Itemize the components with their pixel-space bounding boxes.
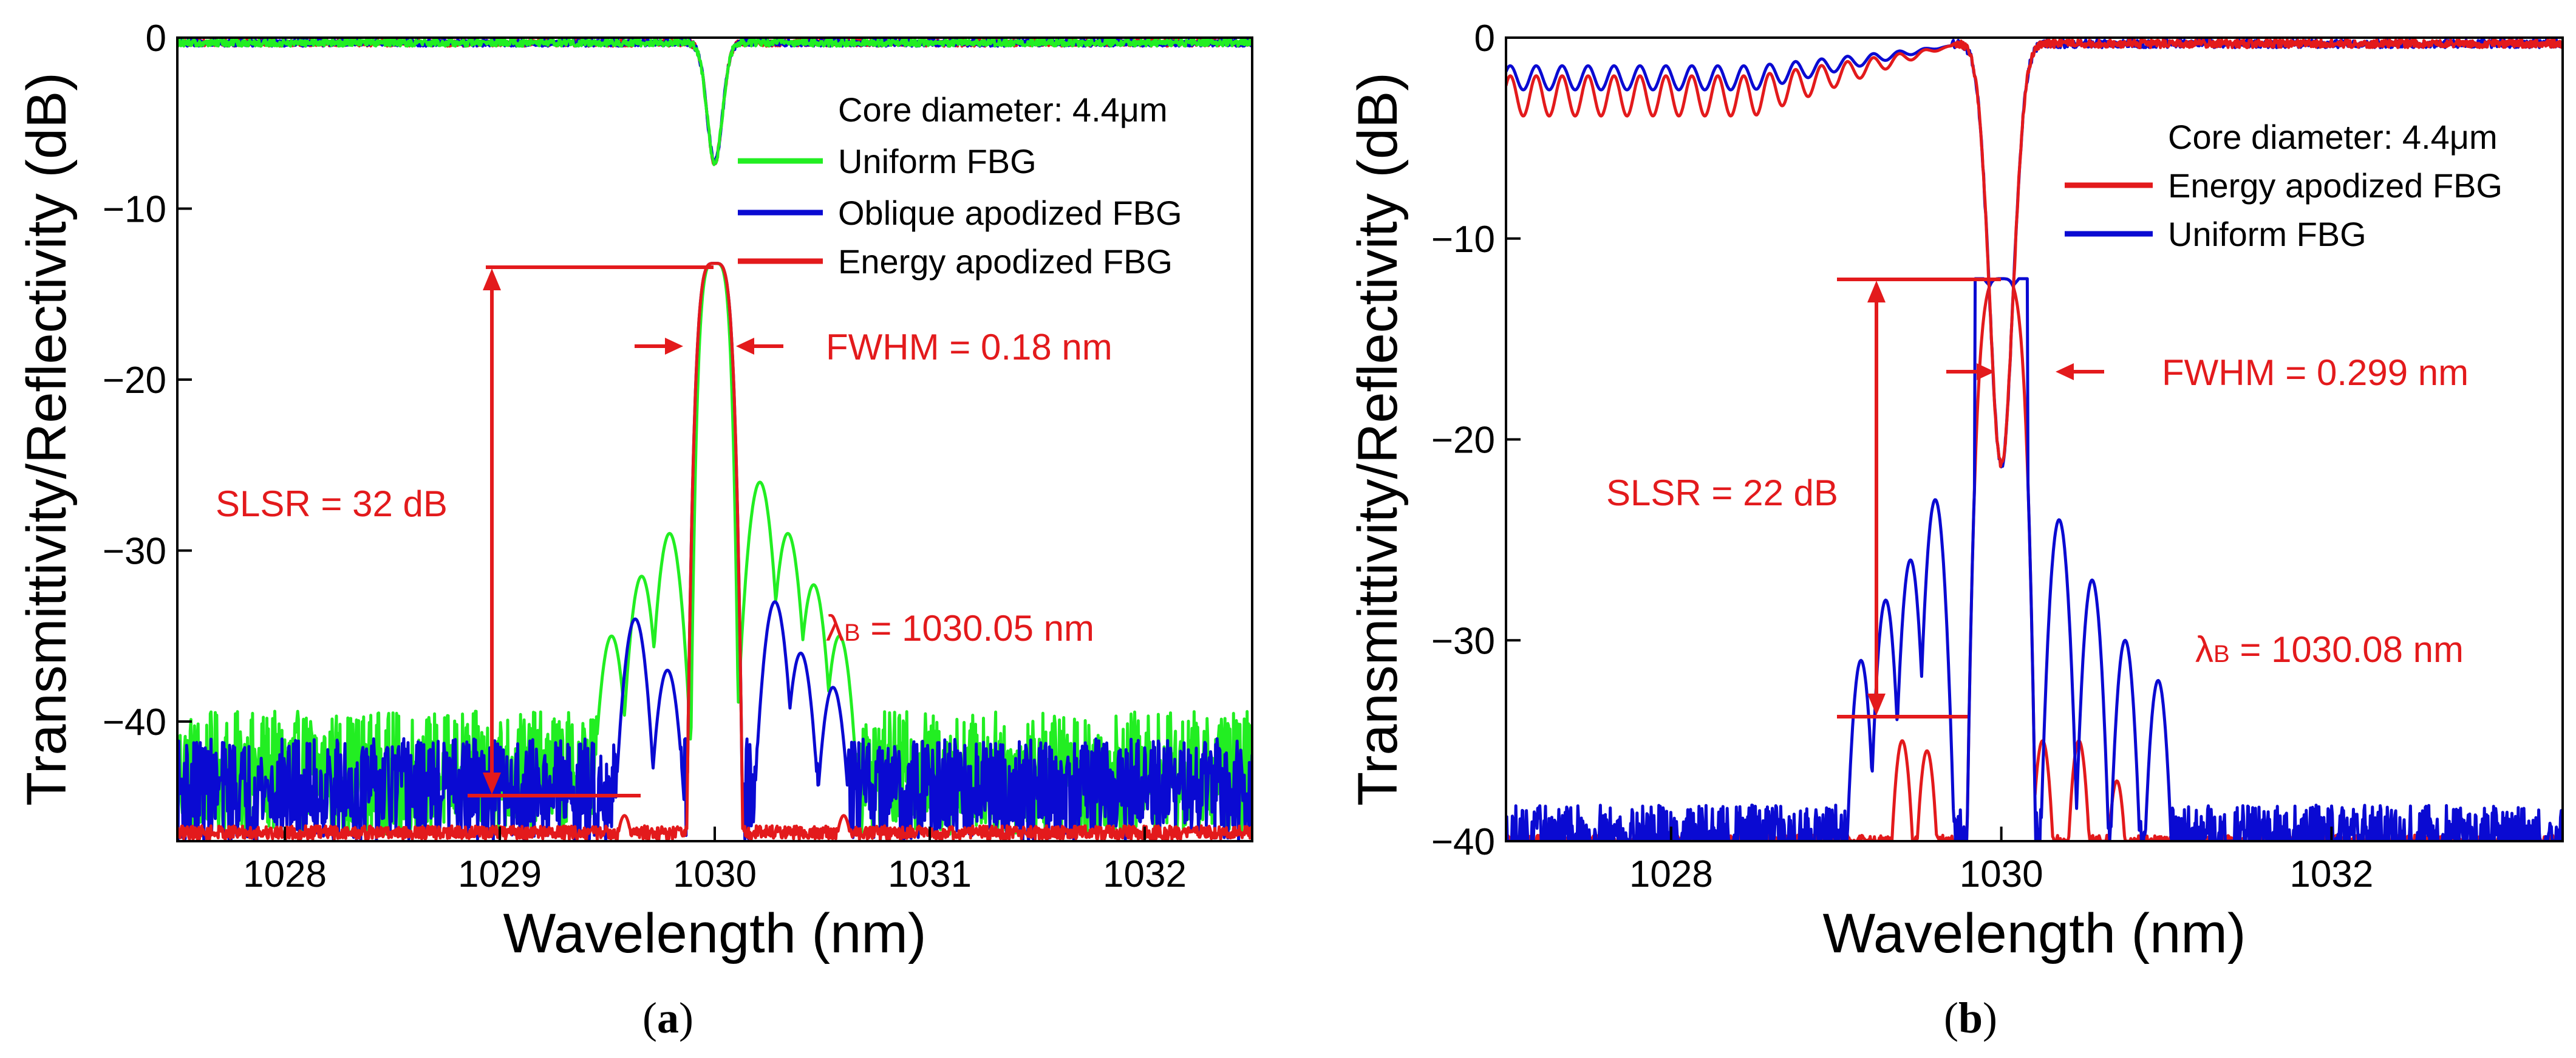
panel-b-transmission-uniform-fbg <box>1506 38 2563 469</box>
panel-a-legend-title: Core diameter: 4.4μm <box>838 90 1168 129</box>
panel-a-legend-label-uniform: Uniform FBG <box>838 142 1037 180</box>
panel-a-bragg-subscript: B <box>844 619 860 646</box>
panel-b-fwhm-arrow-right-head <box>2056 363 2074 380</box>
panel-a-bragg-symbol: λ <box>826 608 844 649</box>
panel-a-slsr-label: SLSR = 32 dB <box>216 483 448 524</box>
panel-a-ytick-label: −30 <box>103 530 166 572</box>
panel-b-bragg-label: λB = 1030.08 nm <box>2195 629 2464 670</box>
panel-b-xtick-label: 1032 <box>2289 853 2373 895</box>
panel-b-ytick-label: −40 <box>1431 821 1495 863</box>
panel-a-fwhm-arrow-left-head <box>665 338 683 355</box>
panel-b-legend-label-energy: Energy apodized FBG <box>2168 166 2503 205</box>
panel-a: 1028 1029 1030 1031 1032 0 −10 −20 −30 −40 Core d… <box>16 18 1253 1042</box>
panel-b-reflection-uniform-fbg <box>1506 277 2563 841</box>
panel-a-bragg-label: λB = 1030.05 nm <box>826 608 1094 649</box>
panel-b-slsr-arrow-up <box>1867 281 1886 302</box>
panel-a-xlabel: Wavelength (nm) <box>503 903 926 964</box>
panel-b-annotations <box>1837 278 2104 718</box>
panel-b-fwhm-label: FWHM = 0.299 nm <box>2162 352 2469 393</box>
panel-b-ytick-label: 0 <box>1474 18 1495 60</box>
panel-a-plot-area <box>177 38 1252 841</box>
panel-b-xtick-label: 1030 <box>1960 853 2043 895</box>
panel-a-ytick-label: −10 <box>103 188 166 230</box>
panel-b-label-close: ) <box>1983 994 1997 1042</box>
panel-b-legend-label-uniform: Uniform FBG <box>2168 215 2366 253</box>
panel-a-reflection-energy-apodized-fbg <box>177 262 1252 841</box>
panel-a-bragg-value: = 1030.05 nm <box>860 608 1094 649</box>
panel-b-ylabel: Transmittivity/Reflectivity (dB) <box>1347 72 1409 806</box>
panel-b-bragg-subscript: B <box>2213 641 2230 667</box>
panel-a-label-open: ( <box>642 994 657 1042</box>
panel-b-ytick-label: −10 <box>1431 219 1495 261</box>
panel-a-slsr-arrow-down <box>483 773 501 794</box>
panel-b-label-letter: b <box>1958 994 1983 1042</box>
panel-b-xlabel: Wavelength (nm) <box>1822 903 2246 964</box>
panel-b-label-open: ( <box>1944 994 1958 1042</box>
panel-a-slsr-arrow-up <box>483 268 501 290</box>
panel-b-legend-title: Core diameter: 4.4μm <box>2168 118 2498 156</box>
panel-a-ytick-label: −40 <box>103 701 166 743</box>
panel-b-fwhm-arrow-left-head <box>1977 363 1995 380</box>
panel-b-plot-area <box>1506 38 2563 841</box>
panel-b-ticks: 1028 1030 1032 0 −10 −20 −30 −40 <box>1431 18 2374 895</box>
panel-b-bragg-symbol: λ <box>2195 629 2213 670</box>
panel-a-fwhm-label: FWHM = 0.18 nm <box>826 327 1113 367</box>
panel-b-label: (b) <box>1944 994 1997 1042</box>
panel-a-annotations <box>468 265 783 797</box>
panel-a-ticks: 1028 1029 1030 1031 1032 0 −10 −20 −30 −40 <box>103 18 1187 895</box>
panel-a-label: (a) <box>642 994 693 1042</box>
panel-a-ytick-label: −20 <box>103 360 166 401</box>
panel-b: 1028 1030 1032 0 −10 −20 −30 −40 Core diameter:… <box>1347 18 2564 1042</box>
panel-b-bragg-value: = 1030.08 nm <box>2230 629 2464 670</box>
panel-b-ytick-label: −30 <box>1431 620 1495 662</box>
panel-a-legend-label-energy: Energy apodized FBG <box>838 242 1173 281</box>
panel-b-slsr-label: SLSR = 22 dB <box>1606 473 1838 513</box>
panel-b-slsr-arrow-down <box>1867 694 1886 715</box>
panel-a-xtick-label: 1030 <box>673 853 757 895</box>
panel-a-legend-label-oblique: Oblique apodized FBG <box>838 194 1182 232</box>
panel-a-xtick-label: 1029 <box>458 853 542 895</box>
panel-b-legend: Core diameter: 4.4μm Energy apodized FBG… <box>2065 118 2503 253</box>
panel-a-label-letter: a <box>657 994 679 1042</box>
panel-a-ylabel: Transmittivity/Reflectivity (dB) <box>16 72 78 806</box>
panel-b-transmission-energy-apodized-fbg <box>1506 38 2563 468</box>
panel-a-xtick-label: 1032 <box>1103 853 1187 895</box>
panel-a-xtick-label: 1031 <box>888 853 972 895</box>
panel-a-legend: Core diameter: 4.4μm Uniform FBG Oblique… <box>738 90 1182 281</box>
panel-a-label-close: ) <box>679 994 693 1042</box>
panel-b-xtick-label: 1028 <box>1629 853 1713 895</box>
panel-a-ytick-label: 0 <box>146 18 166 60</box>
panel-a-transmission-uniform-fbg <box>177 38 1252 166</box>
panel-b-ytick-label: −20 <box>1431 420 1495 462</box>
panel-a-fwhm-arrow-right-head <box>736 338 754 355</box>
panel-a-xtick-label: 1028 <box>243 853 327 895</box>
